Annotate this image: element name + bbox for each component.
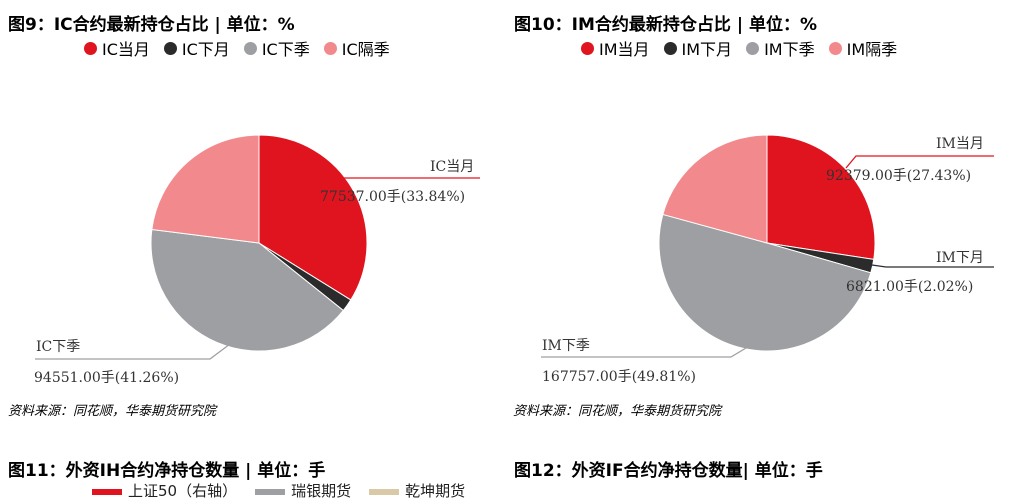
fig11-legend-item: 乾坤期货 [369, 480, 465, 501]
legend-label: 瑞银期货 [291, 482, 352, 500]
legend-swatch [369, 488, 400, 495]
fig9-legend-item: IC当月 [84, 36, 150, 60]
fig10-legend-item: IM下月 [663, 36, 733, 60]
fig10-source: 资料来源：同花顺，华泰期货研究院 [513, 404, 722, 419]
fig9-leader-current [329, 177, 480, 182]
legend-dot [323, 41, 337, 55]
legend-label: IC隔季 [341, 40, 390, 59]
fig10-label-nextm-value: 6821.00手(2.02%) [846, 279, 973, 295]
pie-slice-IM当月 [766, 134, 876, 260]
fig11-legend: 上证50（右轴） 瑞银期货 乾坤期货 [92, 480, 465, 501]
pie-slice-IC下季 [150, 228, 345, 352]
legend-dot [828, 41, 842, 55]
fig11-legend-item: 瑞银期货 [255, 480, 351, 501]
fig10-leader-current [845, 155, 994, 169]
fig10-pie-chart: IM当月 92379.00手(27.43%) IM下月 6821.00手(2.0… [541, 134, 994, 385]
pie-slice-IM下季 [658, 213, 872, 352]
fig10-legend-item: IM当月 [581, 36, 650, 60]
legend-label: 上证50（右轴） [128, 482, 238, 500]
fig10-legend-item: IM下季 [746, 36, 815, 60]
pie-slice-IM隔季 [662, 134, 768, 244]
legend-label: IC当月 [102, 40, 150, 59]
legend-swatch [255, 488, 286, 495]
fig10-leader-next-quarter [541, 344, 752, 358]
fig9-pie [150, 134, 368, 352]
fig10-label-current-value: 92379.00手(27.43%) [826, 168, 971, 184]
fig10-label-nextq-name: IM下季 [542, 338, 590, 354]
legend-dot [663, 41, 677, 55]
fig11-title: 图11：外资IH合约净持仓数量 | 单位：手 [8, 461, 326, 481]
fig10-legend-item: IM隔季 [828, 36, 898, 60]
legend-label: IM下季 [764, 40, 815, 59]
legend-label: IM隔季 [846, 40, 898, 59]
legend-label: 乾坤期货 [405, 482, 466, 500]
fig9-legend-item: IC下月 [163, 36, 230, 60]
fig9-label-nextq-value: 94551.00手(41.26%) [34, 370, 179, 386]
legend-dot [746, 41, 760, 55]
legend-dot [84, 41, 97, 55]
legend-dot [243, 41, 257, 55]
fig9-title: 图9：IC合约最新持仓占比 | 单位：% [8, 15, 295, 35]
legend-label: IC下季 [261, 40, 310, 59]
fig9-label-current-name: IC当月 [430, 159, 474, 175]
legend-label: IM当月 [599, 40, 650, 59]
fig9-legend-item: IC下季 [243, 36, 310, 60]
legend-label: IC下月 [181, 40, 230, 59]
fig9-legend-item: IC隔季 [323, 36, 390, 60]
fig10-pie [658, 134, 876, 352]
fig9-leader-next-quarter [35, 337, 239, 360]
fig9-pie-chart: IC当月 77537.00手(33.84%) IC下季 94551.00手(41… [34, 134, 480, 386]
legend-dot [163, 41, 177, 55]
fig11-legend-item: 上证50（右轴） [92, 480, 237, 501]
fig10-leader-next-month [871, 264, 994, 268]
fig10-label-nextq-value: 167757.00手(49.81%) [542, 369, 696, 385]
fig9-label-nextq-name: IC下季 [36, 339, 80, 355]
pie-slice-IC隔季 [151, 134, 260, 244]
fig10-label-current-name: IM当月 [936, 136, 984, 152]
fig10-title: 图10：IM合约最新持仓占比 | 单位：% [514, 15, 817, 35]
fig12-title: 图12：外资IF合约净持仓数量| 单位：手 [514, 461, 823, 481]
legend-dot [581, 41, 594, 55]
legend-swatch [92, 488, 122, 495]
fig9-legend: IC当月 IC下月 IC下季 IC隔季 [84, 36, 390, 60]
legend-label: IM下月 [681, 40, 733, 59]
fig10-label-nextm-name: IM下月 [936, 250, 984, 266]
fig9-label-current-value: 77537.00手(33.84%) [320, 189, 465, 205]
fig9-source: 资料来源：同花顺，华泰期货研究院 [8, 404, 217, 419]
pie-slice-IC当月 [258, 134, 368, 301]
fig10-legend: IM当月 IM下月 IM下季 IM隔季 [581, 36, 897, 60]
